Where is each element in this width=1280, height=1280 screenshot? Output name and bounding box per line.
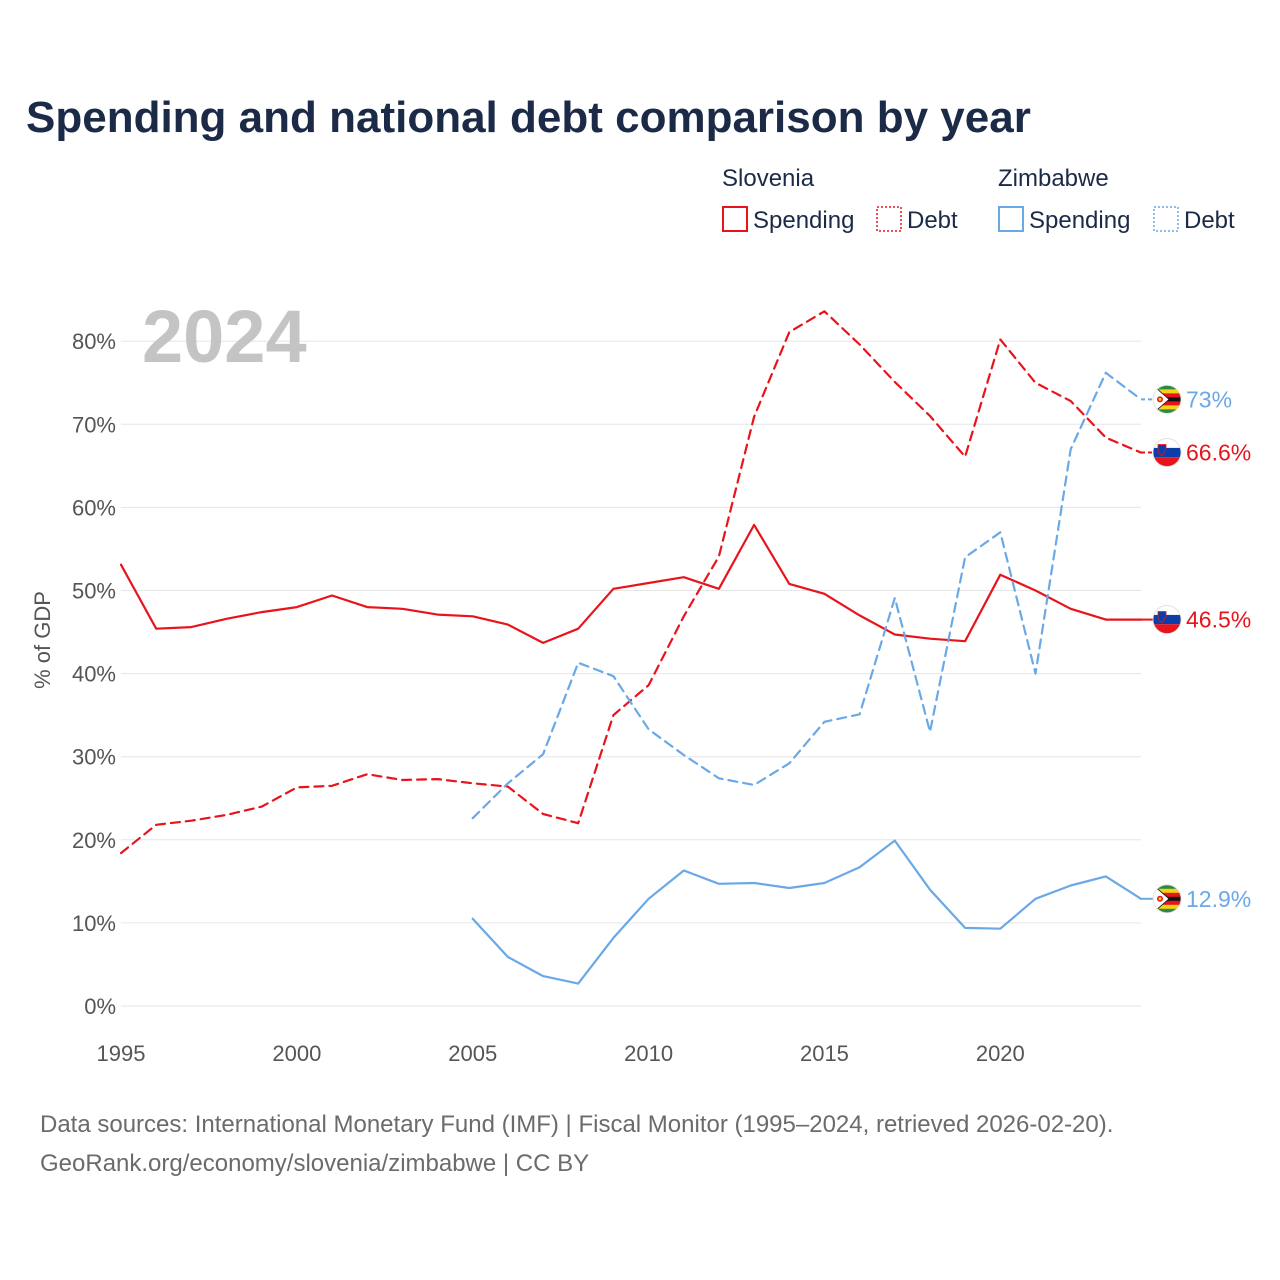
- legend-label-zimbabwe-debt[interactable]: Debt: [1184, 207, 1235, 234]
- y-tick-label: 50%: [72, 579, 116, 604]
- x-tick-label: 2010: [624, 1041, 673, 1066]
- y-tick-label: 10%: [72, 911, 116, 936]
- legend: Slovenia Spending Debt Zimbabwe Spending…: [722, 165, 1235, 234]
- y-tick-label: 40%: [72, 662, 116, 687]
- end-markers: 46.5% 66.6% 12.9% 73%: [1141, 384, 1251, 914]
- slovenia-flag-icon: [1153, 438, 1181, 467]
- x-tick-label: 2015: [800, 1041, 849, 1066]
- x-tick-label: 2005: [448, 1041, 497, 1066]
- year-watermark: 2024: [142, 295, 307, 378]
- y-tick-label: 60%: [72, 495, 116, 520]
- zimbabwe-flag-icon: [1153, 385, 1181, 414]
- end-label: 46.5%: [1186, 607, 1251, 633]
- x-axis: 1995 2000 2005 2010 2015 2020: [97, 1041, 1025, 1066]
- end-marker-zimbabwe-debt: 73%: [1141, 384, 1232, 414]
- series-line-zimbabwe-debt[interactable]: [471, 371, 1143, 820]
- source-line-2[interactable]: GeoRank.org/economy/slovenia/zimbabwe | …: [40, 1150, 589, 1177]
- end-marker-slovenia-debt: 66.6%: [1141, 438, 1251, 467]
- y-tick-label: 20%: [72, 828, 116, 853]
- source-line-1: Data sources: International Monetary Fun…: [40, 1111, 1113, 1138]
- y-tick-label: 80%: [72, 329, 116, 354]
- x-tick-label: 2000: [272, 1041, 321, 1066]
- end-label: 66.6%: [1186, 440, 1251, 466]
- legend-group-title-zimbabwe: Zimbabwe: [998, 165, 1109, 192]
- legend-swatch-slovenia-spending[interactable]: [722, 206, 748, 232]
- y-axis-label: % of GDP: [30, 591, 55, 689]
- y-tick-label: 70%: [72, 412, 116, 437]
- slovenia-flag-icon: [1153, 605, 1181, 634]
- legend-label-zimbabwe-spending[interactable]: Spending: [1029, 207, 1130, 234]
- legend-swatch-zimbabwe-debt[interactable]: [1153, 206, 1179, 232]
- series-lines: [119, 310, 1143, 985]
- x-tick-label: 2020: [976, 1041, 1025, 1066]
- end-label: 73%: [1186, 386, 1232, 412]
- zimbabwe-flag-icon: [1153, 884, 1181, 913]
- x-tick-label: 1995: [97, 1041, 146, 1066]
- series-line-slovenia-debt[interactable]: [119, 310, 1143, 855]
- legend-swatch-slovenia-debt[interactable]: [876, 206, 902, 232]
- y-axis: 0% 10% 20% 30% 40% 50% 60% 70% 80%: [72, 329, 116, 1019]
- legend-group-title-slovenia: Slovenia: [722, 165, 815, 192]
- end-label: 12.9%: [1186, 886, 1251, 912]
- end-marker-zimbabwe-spending: 12.9%: [1141, 884, 1251, 914]
- legend-swatch-zimbabwe-spending[interactable]: [998, 206, 1024, 232]
- grid: [121, 340, 1141, 1007]
- legend-label-slovenia-debt[interactable]: Debt: [907, 207, 958, 234]
- series-line-slovenia-spending[interactable]: [119, 523, 1143, 645]
- legend-label-slovenia-spending[interactable]: Spending: [753, 207, 854, 234]
- y-tick-label: 30%: [72, 745, 116, 770]
- y-tick-label: 0%: [84, 994, 116, 1019]
- series-line-zimbabwe-spending[interactable]: [471, 839, 1143, 985]
- end-marker-slovenia-spending: 46.5%: [1141, 605, 1251, 634]
- chart-title: Spending and national debt comparison by…: [26, 93, 1031, 142]
